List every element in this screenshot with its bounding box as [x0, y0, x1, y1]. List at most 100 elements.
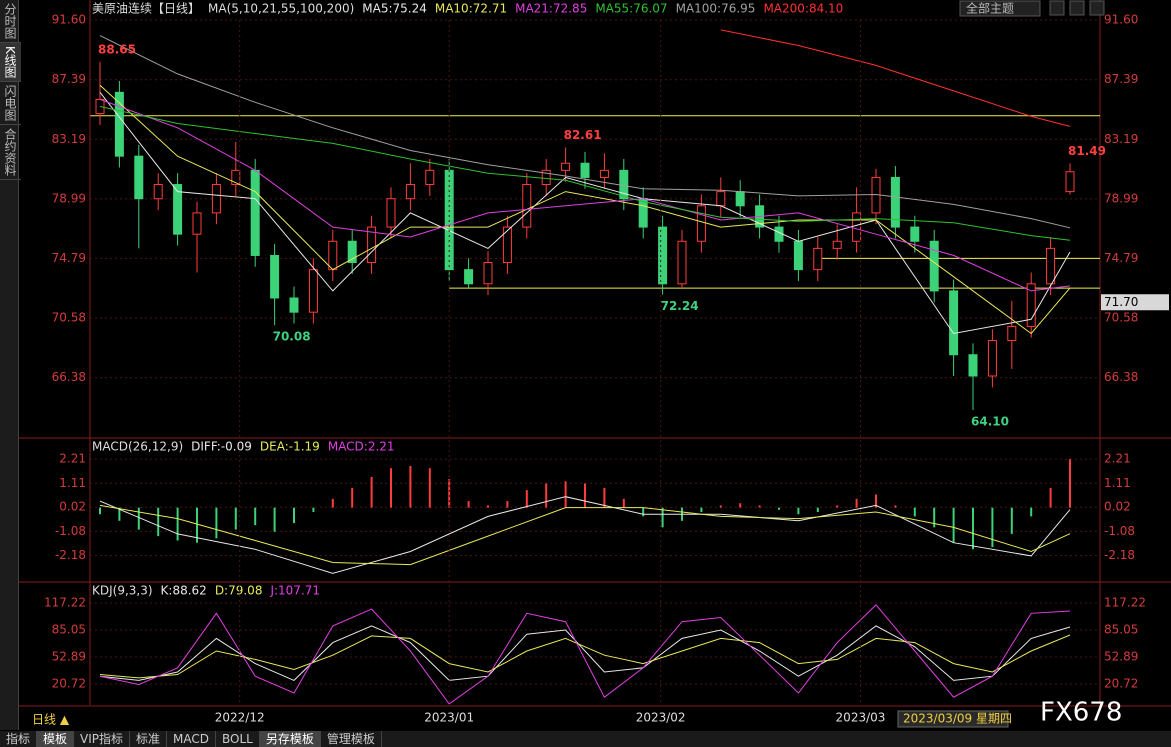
date-label: 2023/03/09 星期四: [903, 712, 1012, 726]
price-annotation: 64.10: [971, 415, 1009, 429]
candle-body: [367, 226, 377, 264]
candle-body: [696, 205, 706, 242]
theme-button[interactable]: [959, 0, 1041, 17]
y-tick-label: -2.18: [55, 548, 86, 562]
candle-body: [716, 191, 726, 207]
y-tick-label: 83.19: [1104, 132, 1138, 146]
y-tick-label: 74.79: [1104, 251, 1138, 265]
legend-label: MA21:72.85: [515, 2, 587, 16]
candle-body: [852, 212, 862, 242]
candle-body: [347, 240, 357, 264]
candle-body: [793, 240, 803, 271]
candle-body: [211, 184, 221, 214]
candle-body: [405, 184, 415, 200]
candle-body: [813, 247, 823, 271]
candle-body: [192, 212, 202, 235]
candle-body: [483, 262, 493, 285]
legend-label: MACD:2.21: [328, 440, 395, 454]
candle-body: [153, 184, 163, 200]
candle-body: [832, 240, 842, 249]
tab[interactable]: 指标: [0, 731, 38, 747]
candle-body: [464, 269, 474, 285]
period-label[interactable]: 日线 ▲: [32, 713, 70, 727]
window-button[interactable]: [1089, 0, 1105, 16]
side-tab[interactable]: K线图: [0, 43, 21, 82]
side-tab[interactable]: 合约资料: [0, 125, 21, 180]
candle-body: [134, 155, 144, 200]
y-tick-label: -1.08: [55, 524, 86, 538]
x-tick-label: 2023/01: [424, 711, 474, 725]
y-tick-label: 0.02: [59, 500, 86, 514]
price-annotation: 88.65: [98, 42, 136, 56]
y-tick-label: 117.22: [44, 596, 86, 610]
side-tab[interactable]: 分时图: [0, 0, 21, 43]
side-tab[interactable]: 闪电图: [0, 82, 21, 125]
window-button[interactable]: [1049, 0, 1065, 16]
legend-label: KDJ(9,3,3): [92, 584, 153, 598]
series-line: [99, 35, 1071, 229]
y-tick-label: 66.38: [1104, 370, 1138, 384]
y-tick-label: 91.60: [52, 13, 86, 27]
y-tick-label: -1.08: [1104, 524, 1135, 538]
candle-body: [735, 191, 745, 207]
legend-label: MA200:84.10: [763, 2, 843, 16]
chart: 全部主题 日线 ▲ 2023/03/09 星期四 FX678 91.60 91.6…: [19, 0, 1171, 728]
legend-label: DIFF:-0.09: [191, 440, 252, 454]
legend-label: J:107.71: [269, 584, 320, 598]
candle-body: [522, 184, 532, 228]
candle-body: [580, 162, 590, 178]
tab[interactable]: 另存模板: [259, 731, 321, 747]
tab[interactable]: BOLL: [216, 731, 260, 747]
date-box: [897, 710, 1009, 728]
y-tick-label: -2.18: [1104, 548, 1135, 562]
candle-body: [114, 91, 124, 157]
y-tick-label: 78.99: [1104, 191, 1138, 205]
candle-body: [929, 240, 939, 292]
candle-body: [599, 169, 609, 178]
candle-body: [890, 176, 900, 228]
tab[interactable]: 标准: [130, 731, 168, 747]
series-line: [99, 106, 1071, 241]
tab[interactable]: VIP指标: [74, 731, 131, 747]
legend-label: MA100:76.95: [676, 2, 756, 16]
tab[interactable]: 管理模板: [321, 731, 382, 747]
y-tick-label: 91.60: [1104, 13, 1138, 27]
candle-body: [561, 162, 571, 171]
candle-body: [1046, 247, 1056, 285]
series-line: [99, 91, 1071, 335]
x-tick-label: 2022/12: [215, 711, 265, 725]
candle-body: [1026, 283, 1036, 327]
candle-body: [386, 198, 396, 228]
candle-body: [658, 226, 668, 285]
candle-body: [541, 169, 551, 186]
price-annotation: 72.24: [661, 299, 699, 313]
y-tick-label: 20.72: [1104, 677, 1138, 691]
theme-label[interactable]: 全部主题: [966, 1, 1014, 16]
y-tick-label: 83.19: [52, 132, 86, 146]
x-tick-label: 2023/03: [836, 711, 886, 725]
candle-body: [231, 169, 241, 186]
window-button[interactable]: [1069, 0, 1085, 16]
candle-body: [502, 226, 512, 264]
candle-body: [1007, 325, 1017, 342]
y-tick-label: 85.05: [52, 623, 86, 637]
candle-body: [425, 169, 435, 186]
series-line: [99, 98, 1071, 292]
series-line: [99, 84, 1071, 335]
candle-body: [328, 240, 338, 271]
y-tick-label: 70.58: [52, 311, 86, 325]
legend-label: MA55:76.07: [595, 2, 667, 16]
tab-bar: 指标 模板 VIP指标 标准 MACD BOLL 另存模板 管理模板: [0, 731, 1171, 747]
y-tick-label: 2.21: [1104, 452, 1131, 466]
price-annotation: 82.61: [564, 128, 602, 142]
legend-label: MA10:72.71: [435, 2, 507, 16]
candle-body: [968, 354, 978, 377]
candle-body: [987, 340, 997, 377]
tab[interactable]: 模板: [37, 731, 75, 747]
y-tick-label: 20.72: [52, 677, 86, 691]
y-tick-label: 117.22: [1104, 596, 1146, 610]
series-line: [99, 504, 1071, 566]
tab[interactable]: MACD: [167, 731, 217, 747]
series-line: [720, 29, 1071, 127]
series-line: [99, 604, 1071, 705]
